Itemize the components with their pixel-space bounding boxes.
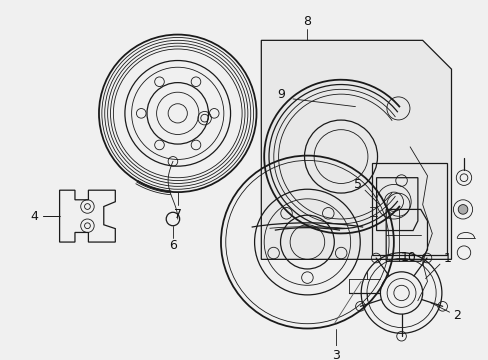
- Text: 10: 10: [400, 251, 415, 264]
- Text: 2: 2: [452, 309, 460, 321]
- Circle shape: [457, 204, 467, 214]
- Text: 3: 3: [332, 349, 340, 360]
- Text: 9: 9: [277, 87, 285, 101]
- Text: 1: 1: [443, 252, 451, 265]
- Text: 7: 7: [173, 208, 182, 221]
- Text: 8: 8: [303, 15, 311, 28]
- Polygon shape: [261, 40, 450, 259]
- Bar: [371, 163, 446, 255]
- Text: 4: 4: [31, 210, 39, 222]
- Text: 6: 6: [169, 239, 177, 252]
- Text: 5: 5: [354, 178, 362, 191]
